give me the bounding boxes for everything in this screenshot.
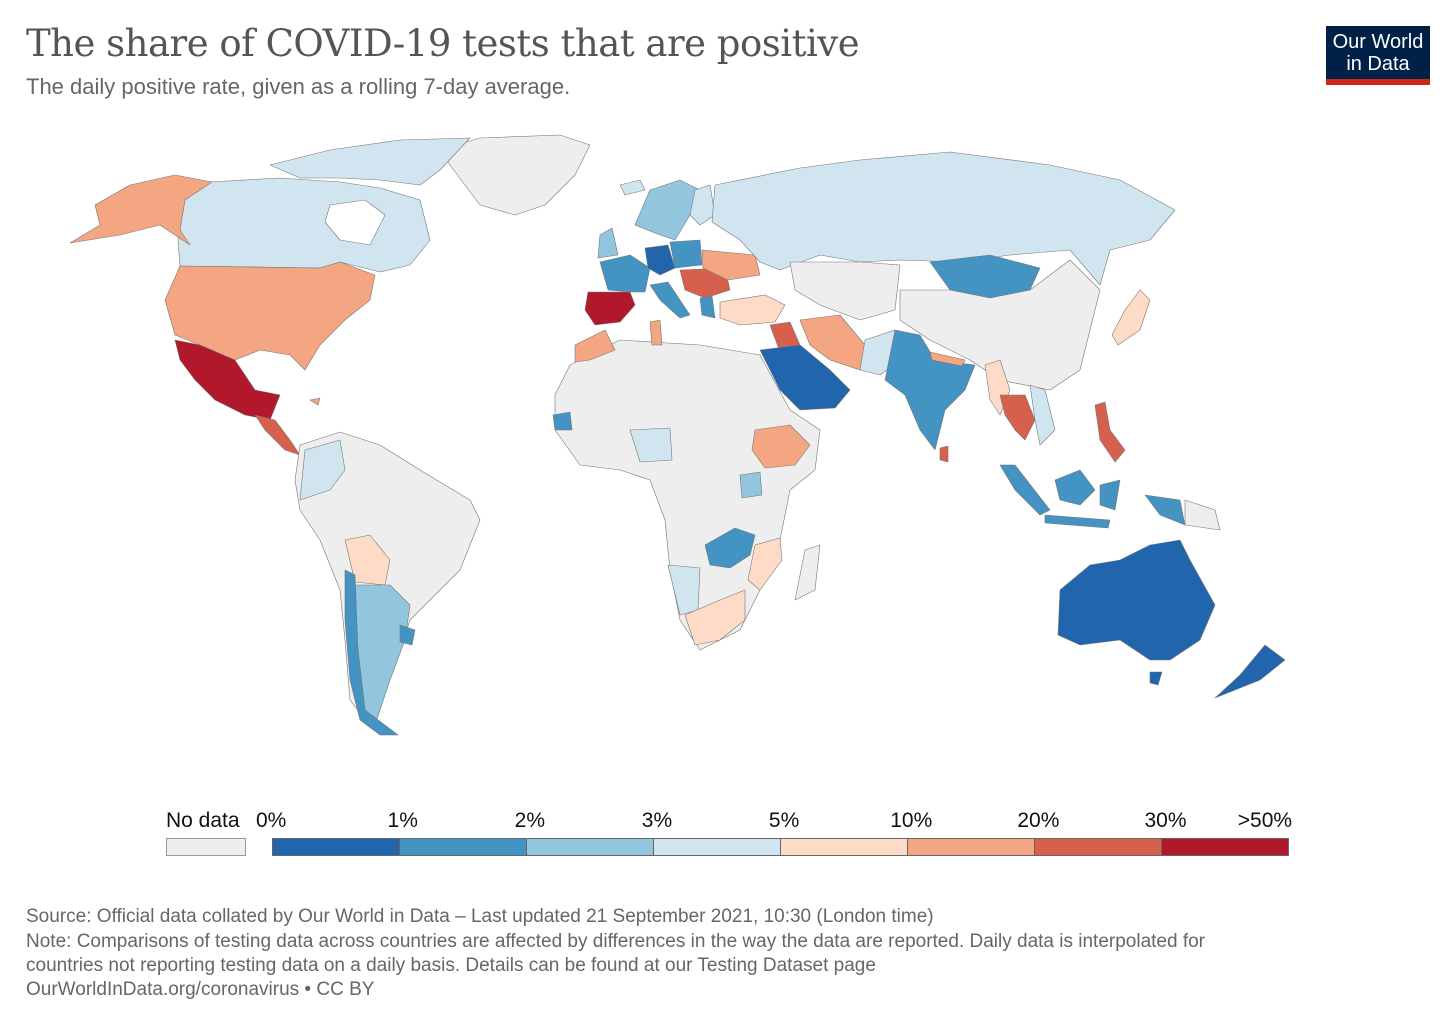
country-chile[interactable] (344, 569, 399, 736)
owid-logo[interactable]: Our World in Data (1326, 26, 1430, 85)
logo-line2: in Data (1346, 53, 1410, 75)
country-alaska[interactable] (69, 174, 213, 246)
legend-bin-7[interactable] (1162, 838, 1289, 856)
legend-tick-label: 30% (1144, 809, 1187, 832)
country-russia[interactable] (711, 151, 1176, 286)
legend-tick-label: 1% (387, 809, 418, 832)
country-italy[interactable] (649, 281, 691, 319)
legend-tick-label: 5% (768, 809, 800, 832)
logo-accent-bar (1326, 79, 1430, 85)
note-line-1: Note: Comparisons of testing data across… (26, 931, 1206, 952)
country-colombia-ecuador[interactable] (299, 439, 346, 501)
note-line-2: countries not reporting testing data on … (26, 955, 876, 976)
country-australia[interactable] (1057, 539, 1216, 661)
country-japan[interactable] (1111, 289, 1151, 346)
country-philippines[interactable] (1094, 401, 1126, 463)
country-finland[interactable] (689, 184, 716, 226)
country-spain[interactable] (584, 291, 636, 326)
legend-bin-4[interactable] (781, 838, 908, 856)
country-thailand[interactable] (999, 394, 1036, 441)
country-papua[interactable] (1144, 494, 1186, 526)
chart-subtitle: The daily positive rate, given as a roll… (26, 74, 571, 99)
country-greenland[interactable] (439, 134, 591, 216)
legend-no-data-label: No data (166, 809, 240, 832)
country-france[interactable] (599, 254, 651, 293)
country-indonesia-sumatra[interactable] (999, 464, 1051, 516)
country-canada[interactable] (177, 177, 431, 273)
country-tunisia[interactable] (649, 319, 663, 346)
country-mozambique[interactable] (747, 537, 783, 591)
legend-tick-label: 2% (514, 809, 545, 832)
country-zambia[interactable] (704, 527, 756, 569)
country-india[interactable] (884, 329, 976, 451)
hudson-bay (324, 199, 386, 246)
chart-title: The share of COVID-19 tests that are pos… (26, 22, 860, 65)
country-madagascar[interactable] (794, 544, 821, 601)
legend-no-data-swatch (166, 838, 246, 856)
legend-tick-label: 20% (1017, 809, 1060, 832)
source-text: Source: Official data collated by Our Wo… (26, 906, 934, 927)
credit-link[interactable]: OurWorldInData.org/coronavirus • CC BY (26, 979, 375, 1000)
legend-bin-1[interactable] (400, 838, 527, 856)
country-germany[interactable] (644, 244, 676, 276)
country-tasmania[interactable] (1149, 671, 1163, 686)
country-nepal[interactable] (929, 351, 966, 367)
country-uruguay[interactable] (399, 624, 416, 646)
country-senegal[interactable] (552, 411, 573, 431)
legend-bin-3[interactable] (654, 838, 781, 856)
country-indonesia-borneo[interactable] (1054, 469, 1096, 506)
country-central-america[interactable] (254, 414, 301, 456)
country-vietnam[interactable] (1029, 384, 1056, 446)
legend-tick-label: 0% (256, 809, 287, 832)
legend-bin-0[interactable] (272, 838, 400, 856)
country-iceland[interactable] (619, 179, 646, 196)
country-indonesia-java[interactable] (1044, 514, 1111, 529)
country-saudi-arabia[interactable] (759, 344, 851, 411)
legend-tick-label: 3% (641, 809, 673, 832)
country-canada-islands[interactable] (269, 137, 471, 186)
country-uk[interactable] (597, 227, 619, 259)
country-caribbean[interactable] (309, 397, 321, 406)
legend-bin-6[interactable] (1035, 838, 1162, 856)
country-new-zealand[interactable] (1214, 644, 1286, 699)
country-greece[interactable] (699, 295, 716, 319)
country-nigeria[interactable] (629, 427, 673, 463)
country-turkey[interactable] (719, 294, 786, 326)
country-usa[interactable] (164, 261, 376, 371)
legend-tick-label: 10% (890, 809, 933, 832)
country-poland[interactable] (669, 239, 703, 269)
country-angola-namibia[interactable] (667, 564, 701, 616)
country-south-africa[interactable] (684, 589, 746, 646)
country-sri-lanka[interactable] (939, 445, 949, 463)
country-ethiopia[interactable] (751, 424, 811, 469)
logo-line1: Our World (1332, 31, 1424, 53)
country-ukraine[interactable] (701, 249, 761, 281)
legend-bin-5[interactable] (908, 838, 1035, 856)
country-png[interactable] (1184, 499, 1221, 531)
legend-bar (272, 838, 1289, 856)
country-morocco[interactable] (574, 329, 616, 363)
country-central-asia[interactable] (789, 261, 901, 321)
legend-bin-2[interactable] (527, 838, 654, 856)
country-indonesia-sulawesi[interactable] (1099, 479, 1121, 511)
country-china[interactable] (899, 259, 1101, 391)
country-kenya[interactable] (739, 471, 763, 499)
legend-tick-label: >50% (1237, 809, 1293, 832)
